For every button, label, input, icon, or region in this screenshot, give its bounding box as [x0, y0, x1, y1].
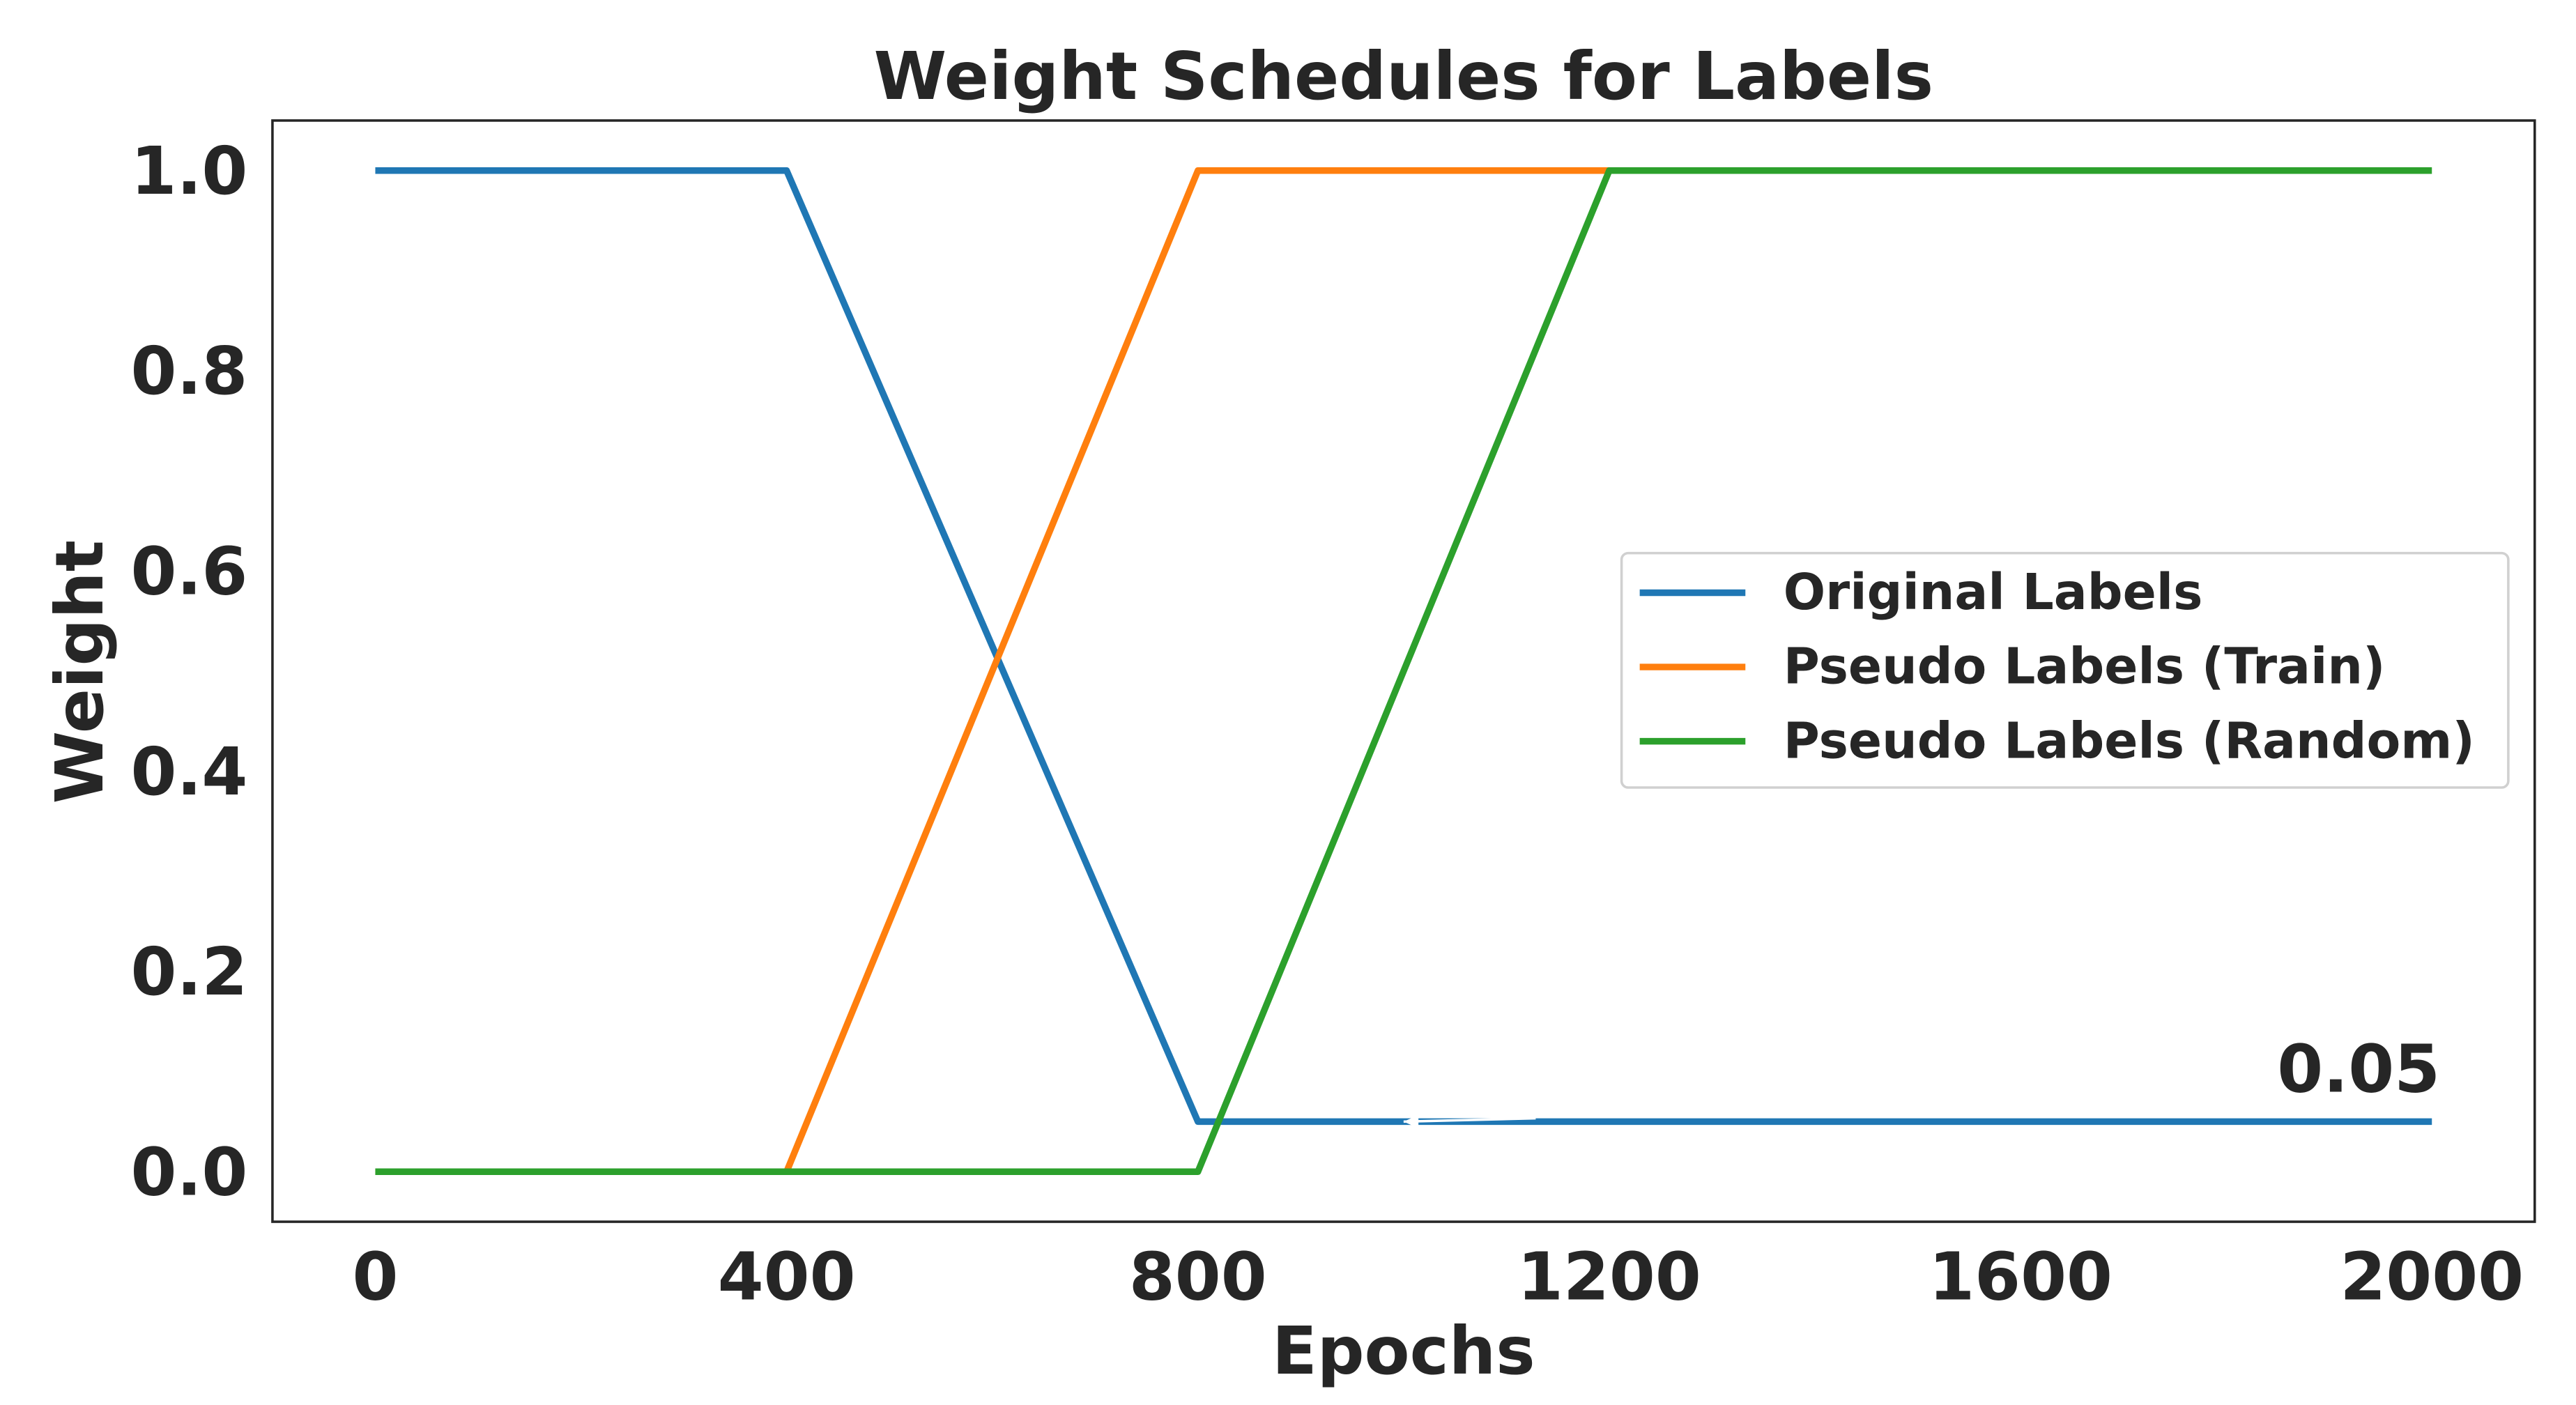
y-tick-label: 0.6	[131, 534, 248, 611]
x-tick-label: 1200	[1517, 1238, 1701, 1315]
x-tick-labels: 0 400 800 1200 1600 2000	[352, 1238, 2524, 1315]
x-tick-label: 1600	[1929, 1238, 2113, 1315]
legend-label: Original Labels	[1784, 563, 2203, 621]
series-line	[375, 167, 2432, 1126]
series-lines	[375, 167, 2432, 1175]
y-tick-label: 0.4	[131, 734, 248, 811]
plot-area	[271, 119, 2536, 1223]
x-tick-label: 0	[352, 1238, 398, 1315]
annotation-arrowhead	[1403, 1114, 1419, 1128]
y-tick-label: 0.0	[131, 1134, 248, 1211]
x-axis-label: Epochs	[1272, 1313, 1535, 1390]
axes-frame	[271, 119, 2536, 1223]
annotation-arrow	[1403, 1116, 1536, 1123]
chart-title: Weight Schedules for Labels	[874, 38, 1933, 115]
y-tick-label: 0.2	[131, 934, 248, 1011]
legend-label: Pseudo Labels (Train)	[1784, 638, 2386, 696]
legend-box	[1620, 551, 2510, 789]
x-tick-label: 800	[1129, 1238, 1267, 1315]
annotations: 0.05	[1403, 1031, 2440, 1128]
y-tick-label: 0.8	[131, 333, 248, 410]
legend-label: Pseudo Labels (Random)	[1784, 712, 2475, 769]
series-line	[375, 167, 2432, 1175]
y-tick-labels: 0.0 0.2 0.4 0.6 0.8 1.0	[131, 133, 248, 1211]
x-tick-label: 400	[718, 1238, 856, 1315]
y-axis-label: Weight	[42, 540, 118, 804]
y-tick-label: 1.0	[131, 133, 248, 210]
x-tick-label: 2000	[2340, 1238, 2524, 1315]
legend: Original Labels Pseudo Labels (Train) Pseu…	[1620, 551, 2510, 789]
annotation-label: 0.05	[2277, 1031, 2440, 1108]
